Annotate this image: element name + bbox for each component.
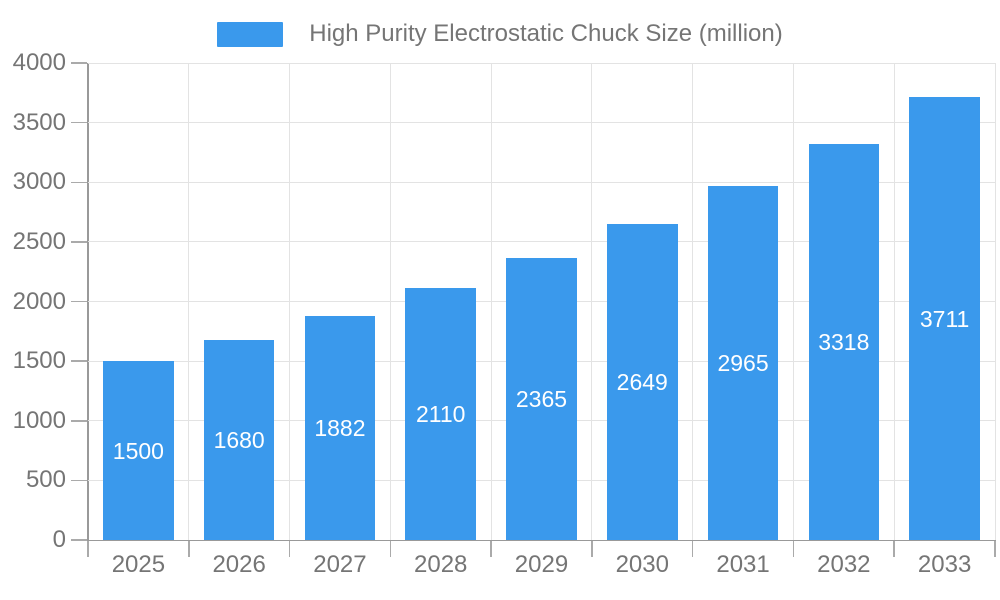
y-axis-label: 500 <box>25 466 66 494</box>
x-axis-tick <box>87 541 89 557</box>
x-gridline <box>490 63 492 540</box>
y-axis-label: 1000 <box>12 406 66 434</box>
x-gridline <box>389 63 391 540</box>
x-axis-label: 2033 <box>917 551 972 578</box>
bar-2033[interactable] <box>909 97 980 540</box>
x-axis-tick <box>389 541 392 557</box>
x-gridline <box>289 63 291 540</box>
plot-area: 0 500 1000 1500 2000 2500 3000 3500 4000 1500 2025… <box>13 49 996 578</box>
y-axis-tick <box>71 539 87 541</box>
y-axis-label: 3500 <box>12 108 66 136</box>
x-axis-tick <box>792 541 795 557</box>
y-axis-tick <box>71 360 87 362</box>
y-axis-label: 3000 <box>12 168 66 196</box>
bar-2030[interactable] <box>607 224 678 540</box>
x-axis-label: 2031 <box>716 551 770 578</box>
y-axis-label: 4000 <box>12 49 66 76</box>
bar-value-label: 1680 <box>213 426 265 453</box>
bar-value-label: 2965 <box>717 350 769 377</box>
bar-value-label: 2365 <box>515 385 568 412</box>
x-gridline <box>792 63 794 540</box>
x-gridline <box>591 63 593 540</box>
y-axis-tick <box>71 420 87 422</box>
y-gridline <box>88 241 995 243</box>
x-axis-label: 2029 <box>514 551 569 578</box>
x-axis-tick <box>288 541 291 557</box>
x-gridline <box>994 63 996 540</box>
bar-2025[interactable] <box>103 361 174 540</box>
bar-2026[interactable] <box>203 339 275 540</box>
y-gridline <box>88 181 995 183</box>
y-gridline <box>88 122 995 124</box>
x-axis-tick <box>188 541 190 557</box>
bar-2027[interactable] <box>304 315 376 540</box>
x-gridline <box>893 63 895 540</box>
x-axis-line <box>87 539 996 541</box>
y-axis-tick <box>71 300 87 303</box>
x-gridline <box>188 63 190 540</box>
bar-2032[interactable] <box>808 144 880 540</box>
chart-legend[interactable]: High Purity Electrostatic Chuck Size (mi… <box>0 20 1000 48</box>
bar-2031[interactable] <box>707 186 779 540</box>
bar-value-label: 1882 <box>314 414 366 441</box>
x-gridline <box>692 63 694 540</box>
y-axis-tick <box>71 241 87 243</box>
x-axis-label: 2026 <box>212 551 266 578</box>
legend-label: High Purity Electrostatic Chuck Size (mi… <box>309 20 783 47</box>
x-axis-tick <box>691 541 694 557</box>
y-axis-label: 1500 <box>12 347 66 375</box>
x-axis-tick <box>490 541 492 557</box>
bar-2029[interactable] <box>506 257 577 540</box>
bar-value-label: 3318 <box>818 329 870 356</box>
y-axis-label: 2500 <box>12 227 66 255</box>
bar-value-label: 3711 <box>919 305 970 332</box>
y-axis-label: 2000 <box>12 287 66 315</box>
y-gridline <box>88 62 995 64</box>
y-axis-tick <box>71 121 87 124</box>
bar-value-label: 2110 <box>415 401 466 428</box>
bar-value-label: 1500 <box>112 437 164 464</box>
y-axis-line <box>87 63 89 540</box>
y-axis-tick <box>71 62 87 64</box>
legend-swatch-icon <box>217 21 284 47</box>
x-axis-label: 2025 <box>111 551 166 578</box>
bar-value-label: 2649 <box>616 369 668 396</box>
x-axis-label: 2032 <box>817 551 871 578</box>
x-axis-label: 2027 <box>313 551 367 578</box>
x-axis-tick <box>591 541 593 557</box>
x-axis-label: 2030 <box>615 551 669 578</box>
y-axis-label: 0 <box>52 526 66 553</box>
x-axis-tick <box>994 541 996 557</box>
y-axis-tick <box>71 181 87 183</box>
bar-2028[interactable] <box>405 288 476 540</box>
y-axis-tick <box>71 479 87 482</box>
x-axis-tick <box>893 541 895 557</box>
x-axis-label: 2028 <box>414 551 468 578</box>
